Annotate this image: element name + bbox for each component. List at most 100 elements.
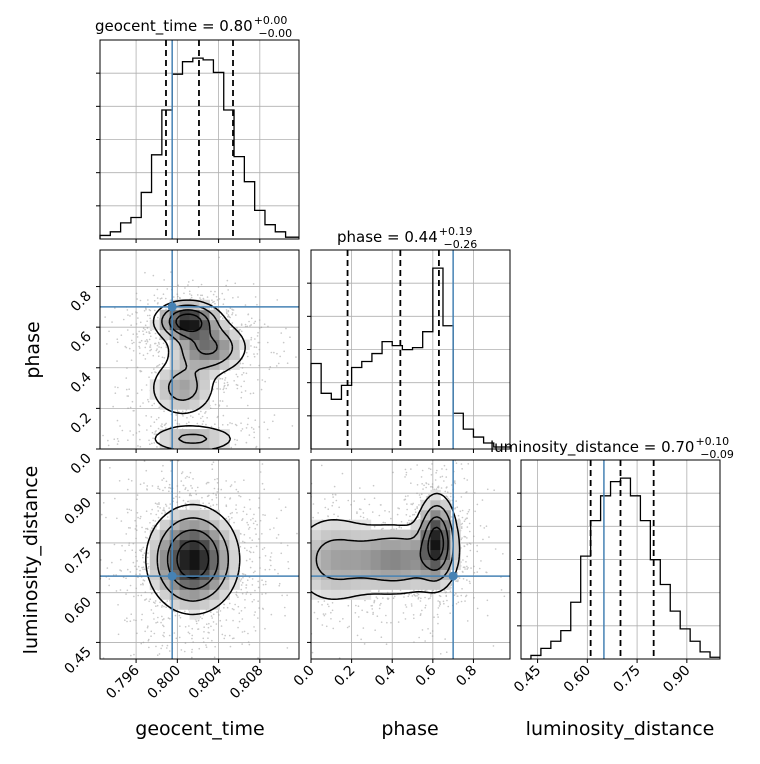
xlabel-luminosity-distance: luminosity_distance xyxy=(526,718,715,740)
joint-geocent-time-vs-phase-density-cell xyxy=(169,319,181,331)
joint-geocent-time-vs-luminosity-distance-density-cell xyxy=(159,519,171,531)
joint-geocent-time-vs-phase-density-cell xyxy=(159,439,171,449)
joint-geocent-time-vs-luminosity-distance-contour-2 xyxy=(166,529,219,590)
joint-phase-vs-luminosity-distance-density-cell xyxy=(450,549,461,560)
joint-phase-vs-luminosity-distance-density-cell xyxy=(350,529,362,541)
joint-geocent-time-vs-luminosity-distance-contour-3 xyxy=(176,540,210,579)
joint-phase-vs-luminosity-distance-density-cell xyxy=(360,549,372,560)
joint-geocent-time-vs-phase-density-cell xyxy=(179,379,191,390)
joint-phase-vs-luminosity-distance-density-cell xyxy=(360,539,372,551)
joint-phase-vs-luminosity-distance-density-cell xyxy=(420,569,431,580)
joint-geocent-time-vs-phase-density-cell xyxy=(209,369,220,380)
joint-geocent-time-vs-phase-density-cell xyxy=(209,319,220,331)
joint-geocent-time-vs-luminosity-distance-density-cell xyxy=(149,559,161,570)
joint-geocent-time-vs-luminosity-distance-density-cell xyxy=(189,579,200,590)
joint-geocent-time-vs-phase-density-cell xyxy=(169,309,181,321)
joint-geocent-time-vs-phase-density-cell xyxy=(149,379,161,390)
joint-phase-vs-luminosity-distance-density-cell xyxy=(370,559,382,570)
joint-geocent-time-vs-phase-density-cell xyxy=(209,349,220,360)
joint-phase-vs-luminosity-distance-density-cell xyxy=(330,519,342,531)
joint-geocent-time-vs-phase-density-cell xyxy=(199,299,210,311)
joint-geocent-time-vs-luminosity-distance-contour-1 xyxy=(156,517,230,602)
joint-geocent-time-vs-luminosity-distance-density-cell xyxy=(189,509,200,521)
joint-phase-vs-luminosity-distance-density-cell xyxy=(390,549,402,560)
joint-phase-vs-luminosity-distance-density-cell xyxy=(340,549,352,560)
joint-geocent-time-vs-luminosity-distance-density-cell xyxy=(149,569,161,580)
joint-phase-vs-luminosity-distance-density-cell xyxy=(400,579,411,590)
joint-geocent-time-vs-phase-density-cell xyxy=(169,399,181,410)
joint-geocent-time-vs-luminosity-distance-density-cell xyxy=(209,589,220,600)
joint-geocent-time-vs-luminosity-distance-density-cell xyxy=(199,539,210,551)
joint-geocent-time-vs-luminosity-distance-density-cell xyxy=(209,549,220,560)
joint-geocent-time-vs-luminosity-distance-density-cell xyxy=(169,579,181,590)
joint-geocent-time-vs-phase-density xyxy=(100,250,299,449)
hist-luminosity-distance-steps xyxy=(521,477,720,660)
joint-geocent-time-vs-luminosity-distance-density-cell xyxy=(179,529,191,541)
joint-phase-vs-luminosity-distance-density-cell xyxy=(420,559,431,570)
joint-geocent-time-vs-luminosity-distance-density-cell xyxy=(189,569,200,580)
joint-geocent-time-vs-luminosity-distance-contour-0 xyxy=(145,503,241,616)
joint-phase-vs-luminosity-distance-density-cell xyxy=(340,559,352,570)
joint-phase-vs-luminosity-distance-density-cell xyxy=(350,549,362,560)
joint-phase-vs-luminosity-distance-density-cell xyxy=(450,519,461,531)
joint-geocent-time-vs-luminosity-distance-density-cell xyxy=(199,599,210,610)
joint-geocent-time-vs-luminosity-distance-density-cell xyxy=(189,559,200,570)
joint-phase-vs-luminosity-distance-density-cell xyxy=(311,579,322,590)
joint-phase-vs-luminosity-distance-density-cell xyxy=(380,539,392,551)
joint-phase-vs-luminosity-distance-density-cell xyxy=(420,499,431,511)
joint-geocent-time-vs-phase-density-cell xyxy=(179,339,191,350)
joint-geocent-time-vs-phase-density-cell xyxy=(209,439,220,449)
joint-phase-vs-luminosity-distance-density-cell xyxy=(340,579,352,590)
joint-geocent-time-vs-phase-density-cell xyxy=(219,339,230,350)
joint-geocent-time-vs-luminosity-distance-density-cell xyxy=(169,529,181,541)
joint-phase-vs-luminosity-distance-density-cell xyxy=(430,529,441,541)
joint-phase-vs-luminosity-distance-density-cell xyxy=(410,559,421,570)
joint-phase-vs-luminosity-distance-density-cell xyxy=(400,549,411,560)
joint-geocent-time-vs-luminosity-distance-density-cell xyxy=(209,529,220,541)
joint-geocent-time-vs-luminosity-distance-density-cell xyxy=(159,569,171,580)
joint-geocent-time-vs-luminosity-distance-density-cell xyxy=(209,519,220,531)
joint-phase-vs-luminosity-distance-density-cell xyxy=(430,539,441,551)
joint-phase-vs-luminosity-distance-density-cell xyxy=(320,529,332,541)
joint-phase-vs-luminosity-distance-density-cell xyxy=(450,529,461,541)
joint-phase-vs-luminosity-distance-density-cell xyxy=(320,579,332,590)
joint-geocent-time-vs-luminosity-distance-density-cell xyxy=(229,559,240,570)
joint-phase-vs-luminosity-distance-density-cell xyxy=(340,529,352,541)
joint-geocent-time-vs-luminosity-distance-density-cell xyxy=(189,539,200,551)
joint-geocent-time-vs-phase-density-cell xyxy=(179,399,191,410)
joint-geocent-time-vs-luminosity-distance-density-cell xyxy=(149,539,161,551)
joint-phase-vs-luminosity-distance-density-cell xyxy=(390,579,402,590)
joint-phase-vs-luminosity-distance-density-cell xyxy=(410,579,421,590)
joint-phase-vs-luminosity-distance-density-cell xyxy=(350,539,362,551)
joint-geocent-time-vs-phase-density-cell xyxy=(199,349,210,360)
joint-phase-vs-luminosity-distance-density-cell xyxy=(420,579,431,590)
joint-phase-vs-luminosity-distance-frame xyxy=(310,459,511,660)
joint-phase-vs-luminosity-distance-density-cell xyxy=(330,589,342,600)
joint-geocent-time-vs-phase-density-cell xyxy=(169,439,181,449)
joint-phase-vs-luminosity-distance-density-cell xyxy=(380,579,392,590)
joint-phase-vs-luminosity-distance-density-cell xyxy=(410,569,421,580)
joint-geocent-time-vs-phase-density-cell xyxy=(229,339,240,350)
joint-phase-vs-luminosity-distance-density-cell xyxy=(311,529,322,541)
joint-geocent-time-vs-phase-density-cell xyxy=(189,359,200,370)
joint-phase-vs-luminosity-distance-density-cell xyxy=(420,539,431,551)
joint-geocent-time-vs-phase-density-cell xyxy=(169,389,181,400)
joint-phase-vs-luminosity-distance-density-cell xyxy=(430,499,441,511)
joint-phase-vs-luminosity-distance-density-cell xyxy=(340,589,352,600)
joint-geocent-time-vs-luminosity-distance-density-cell xyxy=(199,569,210,580)
joint-phase-vs-luminosity-distance-density-cell xyxy=(330,529,342,541)
joint-geocent-time-vs-phase-contour-3 xyxy=(175,313,203,333)
joint-geocent-time-vs-luminosity-distance-density-cell xyxy=(179,549,191,560)
joint-geocent-time-vs-luminosity-distance-density-cell xyxy=(219,529,230,541)
joint-geocent-time-vs-phase-density-cell xyxy=(179,369,191,380)
joint-phase-vs-luminosity-distance-density-cell xyxy=(410,549,421,560)
joint-geocent-time-vs-phase-density-cell xyxy=(169,349,181,360)
joint-geocent-time-vs-luminosity-distance-density-cell xyxy=(189,529,200,541)
joint-geocent-time-vs-luminosity-distance-density-cell xyxy=(189,519,200,531)
joint-geocent-time-vs-phase-density-cell xyxy=(149,319,161,331)
joint-geocent-time-vs-phase-density-cell xyxy=(189,319,200,331)
joint-geocent-time-vs-luminosity-distance-density-cell xyxy=(199,529,210,541)
joint-geocent-time-vs-phase-density-cell xyxy=(159,399,171,410)
joint-phase-vs-luminosity-distance-density-cell xyxy=(350,559,362,570)
joint-phase-vs-luminosity-distance-density-cell xyxy=(380,559,392,570)
